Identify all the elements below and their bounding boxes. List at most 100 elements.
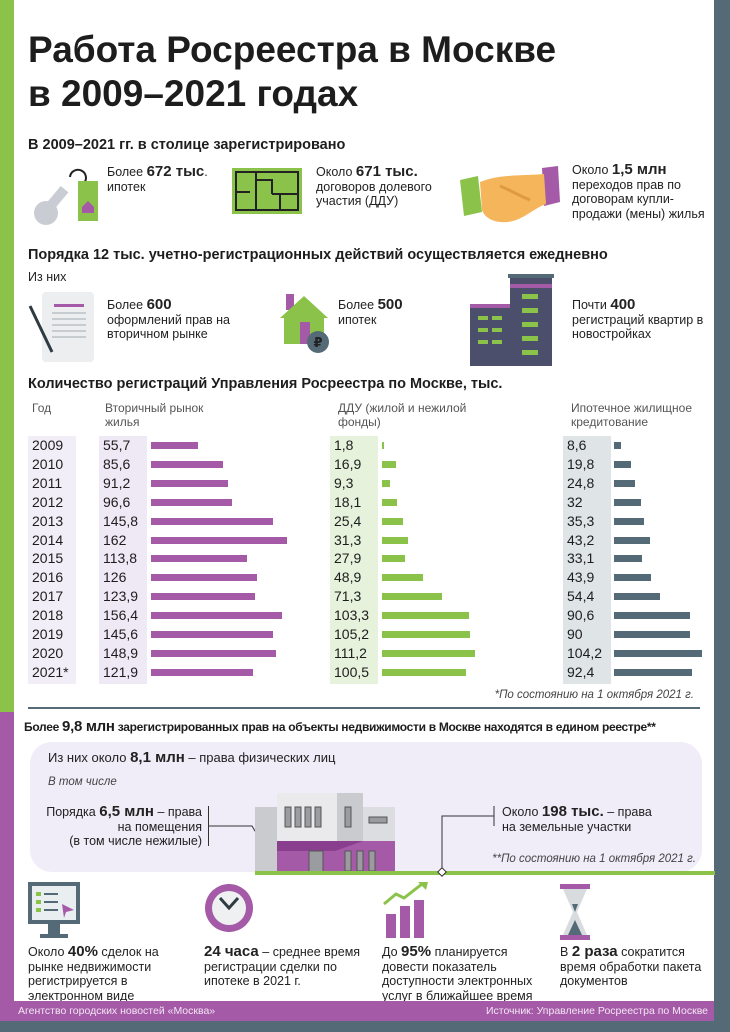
year-label: 2009 — [32, 437, 64, 453]
key-icon — [34, 168, 98, 225]
bar — [382, 612, 469, 620]
page-title: Работа Росреестра в Москве в 2009–2021 го… — [28, 29, 557, 114]
year-label: 2010 — [32, 455, 64, 472]
electronic-deals-stat: Около 40% сделок на рынке недвижимости р… — [28, 943, 159, 1003]
data-label: 96,6 — [103, 493, 131, 510]
year-label: 2018 — [32, 607, 64, 624]
including-label: В том числе — [48, 776, 117, 788]
data-label: 48,9 — [334, 569, 362, 586]
data-label: 92,4 — [567, 663, 595, 680]
footer: Агентство городских новостей «Москва» Ис… — [0, 1001, 714, 1021]
growth-chart-icon — [383, 882, 428, 938]
bar — [151, 668, 254, 676]
data-label: 31,3 — [334, 531, 362, 548]
floor-plan-icon — [232, 168, 302, 214]
data-label: 105,2 — [334, 626, 370, 642]
year-label: 2011 — [32, 474, 63, 491]
bar — [614, 631, 690, 638]
bar — [151, 574, 257, 582]
bar — [382, 498, 398, 506]
land-callout-connector — [437, 806, 495, 877]
bar — [614, 517, 644, 525]
data-label: 123,9 — [103, 588, 139, 605]
e-services-stat: До 95% планируется довести показатель до… — [382, 943, 533, 1003]
data-label: 126 — [103, 569, 127, 586]
secondary-rights-stat: Более 600 оформлений прав на вторичном ры… — [107, 296, 230, 341]
ground-line — [255, 871, 715, 875]
new-builds-stat: Почти 400 регистраций квартир в новострой… — [572, 296, 704, 341]
bar — [614, 442, 622, 449]
series-header-secondary: Вторичный рынок жилья — [105, 401, 204, 429]
data-label: 85,6 — [103, 455, 131, 472]
bar — [382, 460, 397, 468]
data-label: 19,8 — [567, 455, 595, 472]
data-label: 162 — [103, 531, 127, 548]
bar — [382, 442, 384, 449]
year-label: 2020 — [32, 644, 64, 661]
bar — [382, 517, 404, 525]
data-label: 43,2 — [567, 531, 595, 548]
bar — [151, 555, 247, 563]
data-label: 9,3 — [334, 474, 354, 491]
bar — [382, 536, 409, 544]
transfers-stat: Около 1,5 млн переходов прав по договорам… — [572, 161, 705, 221]
bar — [382, 574, 424, 582]
right-slate-strip — [714, 0, 730, 1032]
apartment-building-icon — [470, 274, 554, 366]
building-illustration — [255, 793, 395, 873]
house-ruble-icon: ₽ — [280, 294, 329, 353]
left-green-strip — [0, 0, 14, 712]
document-icon — [28, 292, 94, 362]
data-label: 35,3 — [567, 512, 595, 529]
data-label: 148,9 — [103, 644, 139, 661]
data-label: 90,6 — [567, 607, 595, 624]
bar — [382, 631, 471, 638]
bar — [151, 479, 228, 487]
bar — [614, 649, 702, 657]
mortgages-stat: Более 672 тыс. ипотек — [107, 163, 208, 194]
data-label: 90 — [567, 626, 583, 642]
section2-sub: Из них — [28, 270, 67, 284]
processing-time-stat: В 2 раза сократится время обработки паке… — [560, 943, 702, 988]
data-label: 54,4 — [567, 588, 595, 605]
data-label: 121,9 — [103, 663, 139, 680]
year-label: 2017 — [32, 588, 64, 605]
bar — [151, 649, 277, 657]
data-label: 111,2 — [334, 644, 367, 661]
bar — [614, 479, 635, 487]
bar — [614, 612, 691, 620]
data-label: 32 — [567, 493, 583, 510]
svg-text:₽: ₽ — [313, 336, 322, 351]
premises-stat: Порядка 6,5 млн – права на помещения (в то… — [46, 803, 202, 848]
ddu-column-bg — [330, 436, 378, 684]
bar — [382, 555, 406, 563]
bar — [614, 593, 660, 601]
bar — [151, 612, 283, 620]
year-label: 2014 — [32, 531, 64, 548]
year-label: 2021* — [32, 663, 69, 680]
year-column-bg — [28, 436, 76, 684]
land-stat: Около 198 тыс. – права на земельные участ… — [502, 803, 652, 834]
bar — [151, 593, 256, 601]
rights-footnote: **По состоянию на 1 октября 2021 г. — [492, 853, 696, 865]
clock-icon — [205, 884, 253, 932]
physical-rights-stat: Из них около 8,1 млн – права физических … — [48, 749, 336, 766]
bar — [382, 649, 476, 657]
data-label: 8,6 — [567, 437, 587, 453]
bar — [151, 460, 223, 468]
chart-title: Количество регистраций Управления Росрее… — [28, 376, 503, 392]
year-label: 2015 — [32, 550, 64, 567]
data-label: 18,1 — [334, 493, 362, 510]
data-label: 16,9 — [334, 455, 362, 472]
data-label: 43,9 — [567, 569, 595, 586]
left-purple-strip — [0, 712, 14, 1032]
series-header-mortgage: Ипотечное жилищное кредитование — [571, 401, 693, 429]
bar — [382, 668, 467, 676]
data-label: 103,3 — [334, 607, 370, 624]
year-header: Год — [32, 401, 52, 415]
data-label: 156,4 — [103, 607, 139, 624]
data-label: 33,1 — [567, 550, 595, 567]
section3-heading: Более 9,8 млн зарегистрированных прав на… — [24, 718, 656, 735]
section2-heading: Порядка 12 тыс. учетно-регистрационных д… — [28, 247, 608, 263]
data-label: 145,8 — [103, 512, 139, 529]
